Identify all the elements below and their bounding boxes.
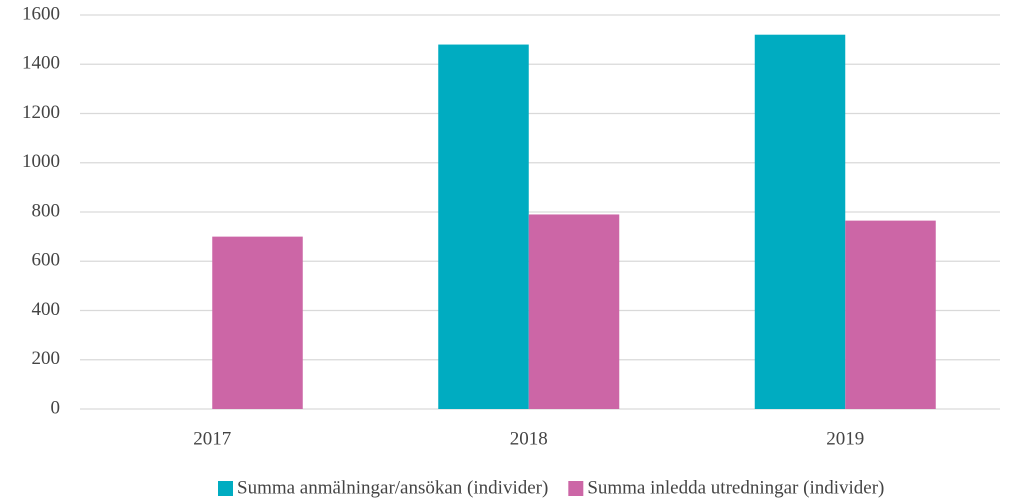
- y-tick-label: 1600: [22, 3, 60, 24]
- bar: [754, 34, 846, 409]
- y-tick-label: 1400: [22, 53, 60, 74]
- bar: [528, 214, 620, 409]
- x-tick-label: 2017: [193, 428, 231, 449]
- x-tick-label: 2019: [826, 428, 864, 449]
- y-tick-label: 1200: [22, 102, 60, 123]
- legend-swatch: [568, 481, 584, 496]
- legend-label: Summa anmälningar/ansökan (individer): [237, 477, 548, 498]
- x-tick-label: 2018: [510, 428, 548, 449]
- y-tick-label: 800: [32, 200, 61, 221]
- bar: [438, 44, 529, 410]
- bar: [845, 220, 936, 409]
- y-tick-label: 200: [32, 348, 61, 369]
- y-tick-label: 600: [32, 250, 61, 271]
- legend-swatch: [218, 481, 233, 496]
- y-tick-label: 0: [51, 397, 61, 418]
- y-tick-label: 1000: [22, 151, 60, 172]
- y-tick-label: 400: [32, 299, 61, 320]
- legend-label: Summa inledda utredningar (individer): [587, 477, 884, 498]
- bar: [212, 236, 303, 409]
